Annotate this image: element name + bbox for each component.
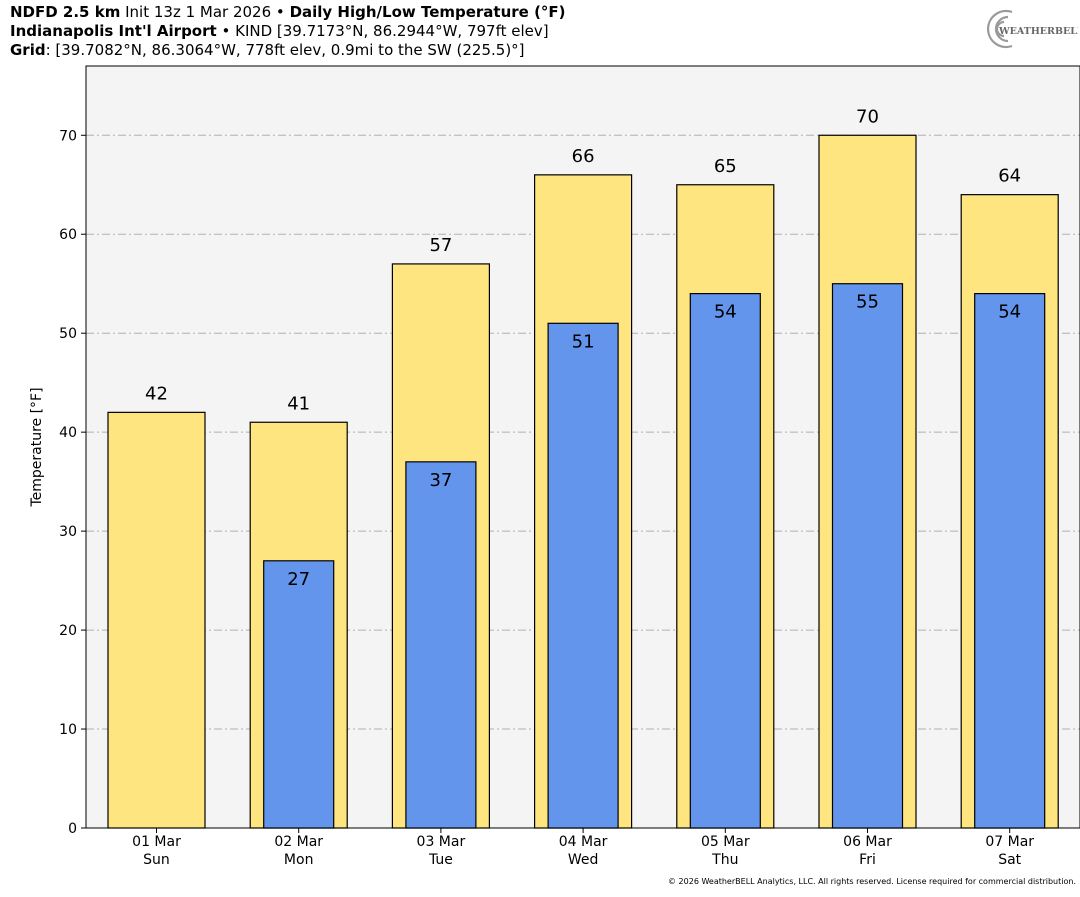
x-tick-label: 01 Mar (132, 834, 181, 850)
low-temp-bar (263, 560, 335, 829)
header-line-2: Indianapolis Int'l Airport • KIND [39.71… (10, 22, 549, 41)
x-tick-label: 05 Mar (701, 834, 750, 850)
low-temp-bar (831, 283, 904, 829)
y-tick-label: 50 (59, 326, 77, 342)
x-tick-weekday: Wed (568, 852, 599, 868)
low-temp-label: 54 (714, 302, 737, 323)
low-temp-label: 37 (429, 470, 452, 491)
high-temp-label: 70 (856, 106, 879, 127)
header-line-1: NDFD 2.5 km Init 13z 1 Mar 2026 • Daily … (10, 3, 566, 22)
low-temp-label: 51 (572, 331, 595, 352)
high-temp-bar (107, 411, 206, 829)
grid-details: : [39.7082°N, 86.3064°W, 778ft elev, 0.9… (45, 41, 525, 59)
y-tick-label: 0 (68, 821, 77, 837)
low-temp-bar (405, 461, 477, 829)
y-axis-label: Temperature [°F] (29, 387, 45, 507)
separator: • (275, 3, 285, 21)
x-tick-label: 02 Mar (274, 834, 323, 850)
plot-frame (85, 65, 1080, 829)
y-tick-label: 70 (59, 128, 77, 144)
x-tick-label: 07 Mar (985, 834, 1034, 850)
grid-label: Grid (10, 41, 46, 59)
high-temp-label: 41 (287, 393, 310, 414)
model-name: NDFD 2.5 km (10, 3, 121, 21)
x-tick-label: 03 Mar (417, 834, 466, 850)
station-details: KIND [39.7173°N, 86.2944°W, 797ft elev] (235, 22, 549, 40)
svg-text:WEATHERBELL: WEATHERBELL (998, 26, 1078, 37)
high-temp-label: 65 (714, 156, 737, 177)
x-tick-weekday: Sat (998, 852, 1021, 868)
y-axis: 0 10 20 30 40 50 60 70 (59, 128, 86, 837)
low-temp-label: 55 (856, 292, 879, 313)
y-tick-label: 30 (59, 524, 77, 540)
station-name: Indianapolis Int'l Airport (10, 22, 217, 40)
low-temp-bar (547, 322, 619, 829)
high-temp-label: 66 (572, 146, 595, 167)
low-temp-label: 27 (287, 569, 310, 590)
init-time: Init 13z 1 Mar 2026 (125, 3, 272, 21)
data-labels: 42 41 27 57 37 66 51 65 54 70 55 64 54 (145, 106, 1021, 590)
x-tick-weekday: Sun (143, 852, 170, 868)
bars (107, 134, 1059, 829)
x-tick-weekday: Fri (859, 852, 876, 868)
high-temp-label: 64 (998, 166, 1021, 187)
header-line-3: Grid: [39.7082°N, 86.3064°W, 778ft elev,… (10, 41, 525, 60)
low-temp-label: 54 (998, 302, 1021, 323)
y-tick-label: 60 (59, 227, 77, 243)
x-tick-weekday: Tue (428, 852, 453, 868)
y-tick-label: 20 (59, 623, 77, 639)
low-temp-bar (974, 293, 1046, 829)
weatherbell-logo: WEATHERBELL (986, 9, 1078, 49)
x-tick-weekday: Thu (711, 852, 738, 868)
y-tick-label: 40 (59, 425, 77, 441)
x-tick-label: 06 Mar (843, 834, 892, 850)
y-tick-label: 10 (59, 722, 77, 738)
low-temp-bar (689, 293, 761, 829)
x-tick-weekday: Mon (284, 852, 314, 868)
separator: • (221, 22, 231, 40)
high-temp-label: 57 (429, 235, 452, 256)
x-tick-label: 04 Mar (559, 834, 608, 850)
high-temp-label: 42 (145, 383, 168, 404)
copyright-notice: © 2026 WeatherBELL Analytics, LLC. All r… (668, 877, 1076, 886)
product-name: Daily High/Low Temperature (°F) (289, 3, 566, 21)
x-axis: 01 Mar Sun 02 Mar Mon 03 Mar Tue 04 Mar Wed 05 M… (132, 828, 1034, 868)
